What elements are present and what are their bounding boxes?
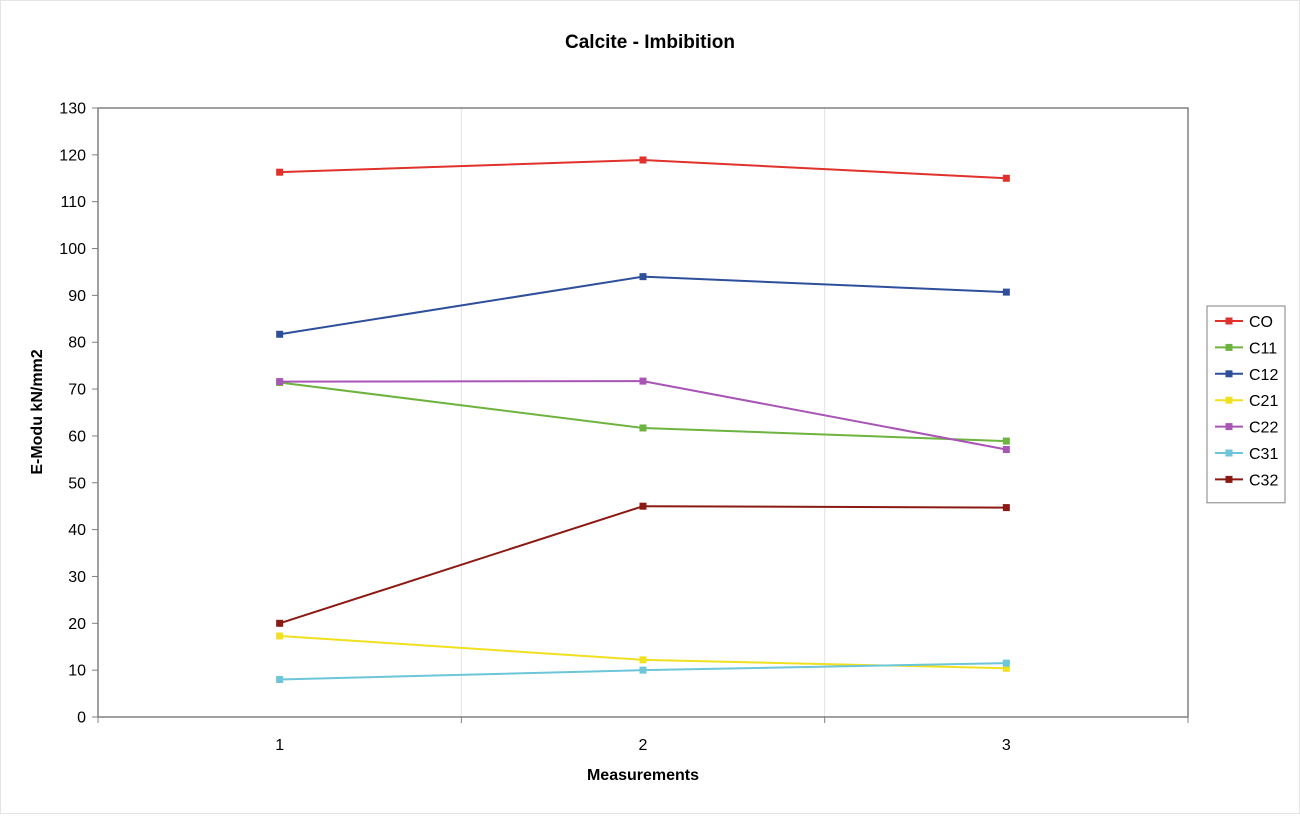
legend-swatch-marker bbox=[1225, 423, 1233, 431]
legend-label-c21: C21 bbox=[1249, 393, 1278, 410]
x-tick-label: 2 bbox=[639, 737, 648, 754]
y-tick-label: 130 bbox=[59, 101, 86, 118]
legend-swatch-marker bbox=[1225, 449, 1233, 457]
y-tick-label: 60 bbox=[68, 428, 86, 445]
legend-label-c31: C31 bbox=[1249, 446, 1278, 463]
data-point-c31 bbox=[276, 676, 284, 684]
legend-swatch-marker bbox=[1225, 396, 1233, 404]
y-tick-label: 100 bbox=[59, 241, 86, 258]
legend-label-co: CO bbox=[1249, 314, 1273, 331]
chart-title: Calcite - Imbibition bbox=[565, 32, 735, 53]
y-tick-label: 70 bbox=[68, 382, 86, 399]
y-tick-label: 120 bbox=[59, 147, 86, 164]
data-point-co bbox=[639, 156, 647, 164]
data-point-c32 bbox=[639, 502, 647, 510]
data-point-c22 bbox=[276, 378, 284, 386]
data-point-c21 bbox=[639, 656, 647, 664]
data-point-c31 bbox=[1002, 659, 1010, 667]
legend-swatch-marker bbox=[1225, 370, 1233, 378]
y-tick-label: 0 bbox=[77, 710, 86, 727]
y-axis-title: E-Modu kN/mm2 bbox=[29, 349, 46, 474]
plot-frame bbox=[97, 107, 1189, 718]
legend-label-c32: C32 bbox=[1249, 472, 1278, 489]
legend-label-c11: C11 bbox=[1249, 340, 1277, 357]
y-tick-label: 20 bbox=[68, 616, 86, 633]
data-point-c12 bbox=[639, 273, 647, 281]
legend: CO C11 C12 C21 C22 C31 C32 bbox=[1206, 305, 1286, 504]
x-tick-label: 1 bbox=[275, 737, 284, 754]
y-tick-label: 50 bbox=[68, 475, 86, 492]
data-point-c32 bbox=[1002, 504, 1010, 512]
plot-area: 0 10 20 30 40 50 60 70 80 90 100 110 120 130 1 2 3 bbox=[59, 101, 1189, 754]
y-tick-label: 40 bbox=[68, 522, 86, 539]
data-point-co bbox=[1002, 174, 1010, 182]
data-point-c32 bbox=[276, 619, 284, 627]
y-tick-label: 30 bbox=[68, 569, 86, 586]
y-tick-label: 80 bbox=[68, 335, 86, 352]
legend-swatch-marker bbox=[1225, 475, 1233, 483]
y-tick-label: 10 bbox=[68, 663, 86, 680]
y-tick-label: 110 bbox=[60, 194, 86, 211]
legend-label-c22: C22 bbox=[1249, 420, 1278, 437]
x-axis-title: Measurements bbox=[587, 767, 699, 784]
data-point-c21 bbox=[276, 632, 284, 640]
data-point-c21 bbox=[1002, 664, 1010, 672]
x-tick-label: 3 bbox=[1002, 737, 1011, 754]
data-point-c31 bbox=[639, 666, 647, 674]
legend-swatch-marker bbox=[1225, 317, 1233, 325]
data-point-co bbox=[276, 168, 284, 176]
y-tick-label: 90 bbox=[68, 288, 86, 305]
data-point-c12 bbox=[276, 330, 284, 338]
data-point-c11 bbox=[639, 424, 647, 432]
data-point-c12 bbox=[1002, 288, 1010, 296]
data-point-c11 bbox=[1002, 437, 1010, 445]
data-point-c22 bbox=[639, 377, 647, 385]
legend-swatch-marker bbox=[1225, 343, 1233, 351]
legend-frame bbox=[1206, 305, 1286, 504]
legend-label-c12: C12 bbox=[1249, 367, 1278, 384]
data-point-c22 bbox=[1002, 446, 1010, 454]
